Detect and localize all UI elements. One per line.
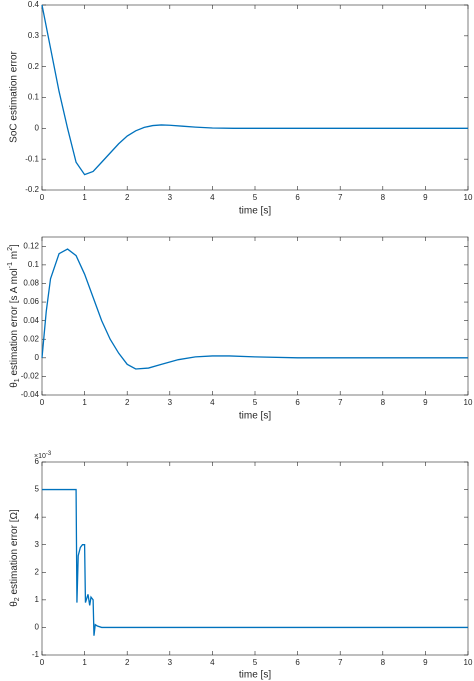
y-tick-label: -0.04 [21, 390, 40, 399]
x-tick-label: 6 [295, 193, 300, 202]
y-tick-label: 0.06 [23, 297, 39, 306]
x-tick-label: 3 [168, 398, 173, 407]
x-tick-label: 6 [295, 398, 300, 407]
x-tick-label: 4 [210, 658, 215, 667]
x-axis-title: time [s] [239, 206, 271, 217]
y-tick-label: 5 [35, 485, 40, 494]
y-tick-label: 0.1 [28, 260, 40, 269]
x-tick-label: 1 [82, 398, 87, 407]
y-tick-label: 0 [35, 123, 40, 132]
data-line [41, 248, 468, 370]
y-tick-label: 0.4 [28, 0, 40, 9]
x-tick-label: 0 [40, 398, 45, 407]
x-tick-label: 0 [40, 193, 45, 202]
y-tick-label: 0.12 [23, 241, 39, 250]
y-axis-title: SoC estimation error [9, 50, 20, 142]
y-tick-label: 0.3 [28, 31, 40, 40]
x-tick-label: 8 [381, 658, 386, 667]
y-axis-title: θ1 estimation error [s A mol-1 m2] [7, 244, 21, 388]
data-line [41, 4, 468, 176]
x-tick-label: 7 [338, 398, 343, 407]
y-tick-label: -0.02 [21, 372, 40, 381]
x-tick-label: 10 [464, 193, 473, 202]
x-tick-label: 7 [338, 658, 343, 667]
x-tick-label: 8 [381, 398, 386, 407]
x-tick-label: 5 [253, 658, 258, 667]
x-tick-label: 8 [381, 193, 386, 202]
x-tick-label: 2 [125, 193, 130, 202]
x-tick-label: 9 [423, 398, 428, 407]
y-tick-label: 1 [35, 595, 40, 604]
x-tick-label: 1 [82, 658, 87, 667]
y-tick-label: -0.1 [25, 154, 39, 163]
y-tick-label: -0.2 [25, 185, 39, 194]
x-tick-label: 5 [253, 193, 258, 202]
plot-area [41, 4, 469, 191]
y-scale-label: ×10-3 [34, 451, 52, 460]
y-tick-label: 3 [35, 540, 40, 549]
y-tick-label: 0.1 [28, 93, 40, 102]
y-tick-label: 0.08 [23, 279, 39, 288]
x-tick-label: 2 [125, 658, 130, 667]
x-axis-title: time [s] [239, 670, 271, 681]
y-tick-label: -1 [32, 650, 40, 659]
y-tick-label: 6 [35, 457, 40, 466]
plot-area [41, 236, 469, 396]
x-tick-label: 2 [125, 398, 130, 407]
x-tick-label: 5 [253, 398, 258, 407]
x-tick-label: 10 [464, 398, 473, 407]
x-tick-label: 1 [82, 193, 87, 202]
x-tick-label: 6 [295, 658, 300, 667]
plot-area [41, 461, 469, 656]
x-tick-label: 9 [423, 193, 428, 202]
x-tick-label: 4 [210, 398, 215, 407]
x-tick-label: 9 [423, 658, 428, 667]
x-tick-label: 0 [40, 658, 45, 667]
y-tick-label: 4 [35, 512, 40, 521]
x-tick-label: 3 [168, 658, 173, 667]
y-tick-label: 0.02 [23, 334, 39, 343]
y-tick-label: 2 [35, 567, 40, 576]
x-tick-label: 4 [210, 193, 215, 202]
y-tick-label: 0.04 [23, 316, 39, 325]
x-tick-label: 7 [338, 193, 343, 202]
x-tick-label: 10 [464, 658, 473, 667]
y-tick-label: 0.2 [28, 62, 40, 71]
y-tick-label: 0 [35, 353, 40, 362]
y-tick-label: 0 [35, 623, 40, 632]
x-tick-label: 3 [168, 193, 173, 202]
data-line [42, 488, 468, 636]
x-axis-title: time [s] [239, 411, 271, 422]
y-axis-title: θ2 estimation error [Ω] [9, 509, 21, 607]
